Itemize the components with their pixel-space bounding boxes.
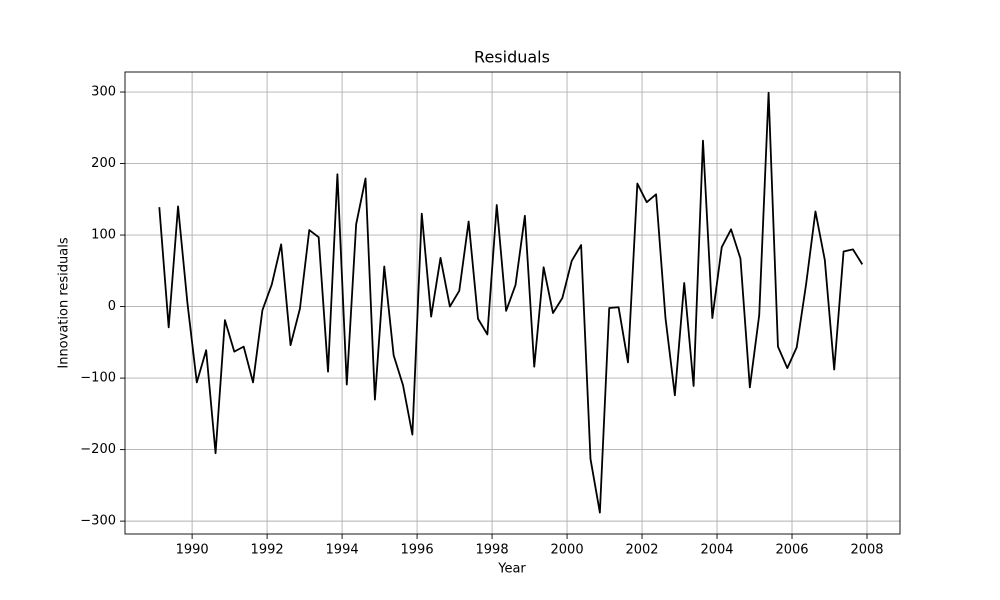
y-axis-label: Innovation residuals (57, 237, 72, 368)
y-tick-label: 100 (91, 228, 116, 243)
x-tick-label: 1992 (251, 543, 284, 558)
y-tick-label: 200 (91, 156, 116, 171)
x-tick-label: 1998 (476, 543, 509, 558)
y-tick-label: 300 (91, 85, 116, 100)
y-tick-label: −100 (80, 371, 116, 386)
x-tick-label: 2004 (700, 543, 733, 558)
plot-frame (124, 71, 901, 535)
y-tick-label: 0 (108, 299, 116, 314)
data-line (158, 91, 864, 514)
x-axis-label: Year (497, 562, 526, 577)
x-tick-label: 1996 (401, 543, 434, 558)
x-tick-label: 2008 (850, 543, 883, 558)
x-tick-label: 2002 (625, 543, 658, 558)
chart-title: Residuals (474, 48, 550, 67)
x-tick-label: 1994 (326, 543, 359, 558)
x-tick-label: 2006 (775, 543, 808, 558)
y-tick-label: −300 (80, 514, 116, 529)
x-tick-label: 2000 (551, 543, 584, 558)
x-tick-label: 1990 (176, 543, 209, 558)
y-tick-label: −200 (80, 442, 116, 457)
